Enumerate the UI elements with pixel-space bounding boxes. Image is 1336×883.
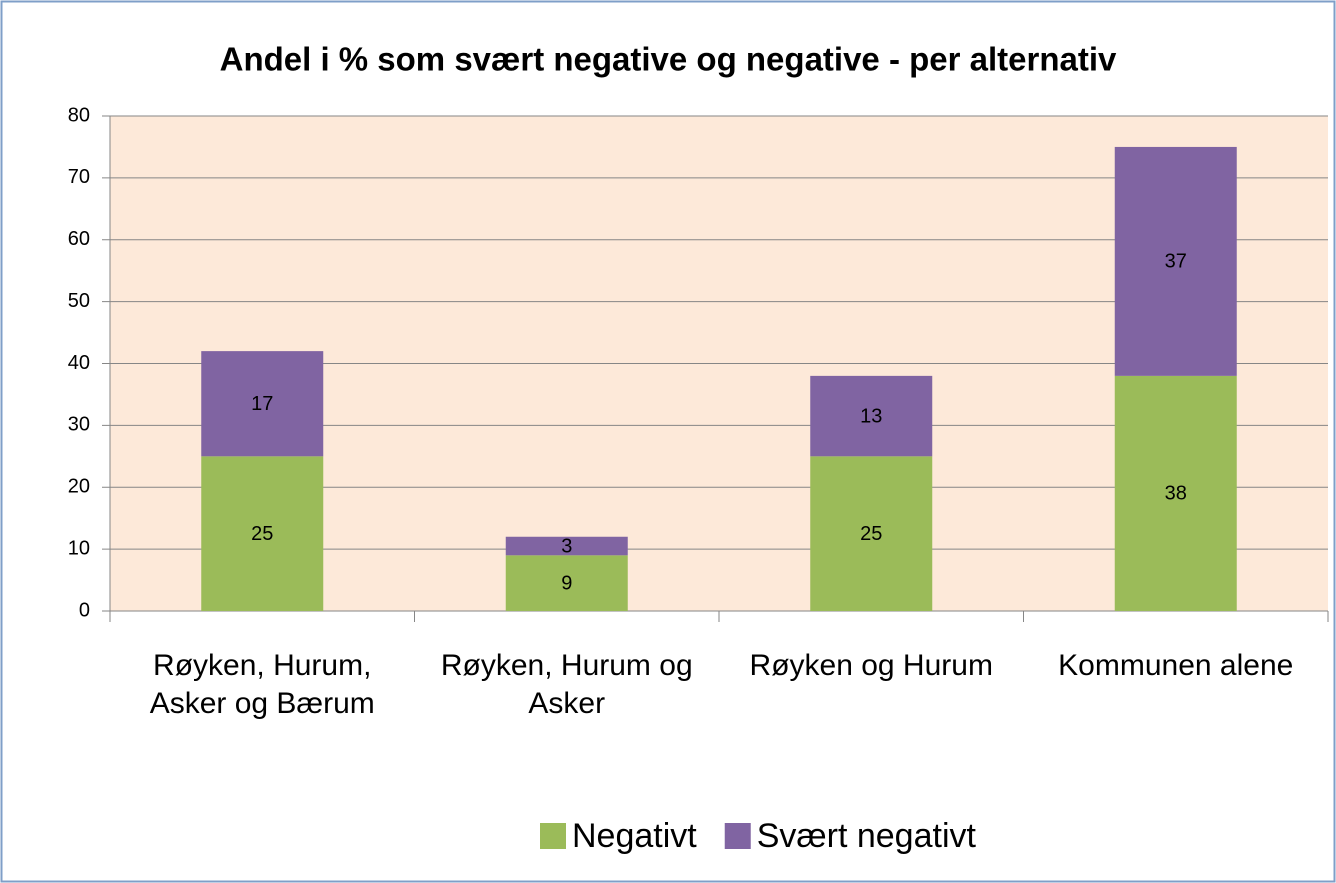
data-label: 3	[561, 535, 572, 557]
legend-swatch	[540, 823, 566, 849]
bar-segment	[1114, 375, 1237, 611]
bar-segment	[505, 555, 628, 611]
data-label: 13	[860, 405, 882, 427]
bar-segment	[810, 375, 933, 457]
data-label: 37	[1165, 251, 1187, 273]
data-label: 25	[860, 523, 882, 545]
data-label: 17	[251, 393, 273, 415]
bar-segment	[810, 456, 933, 611]
bar-segment	[505, 536, 628, 556]
x-tick-label: Kommunen alene	[1058, 649, 1294, 682]
bar-segment	[201, 351, 324, 457]
y-tick-label: 10	[68, 537, 90, 559]
y-tick-label: 80	[68, 104, 90, 126]
bar-segment	[201, 456, 324, 611]
data-label: 25	[251, 523, 273, 545]
data-label: 38	[1165, 483, 1187, 505]
y-tick-label: 60	[68, 228, 90, 250]
y-tick-label: 70	[68, 166, 90, 188]
x-tick-label: Røyken og Hurum	[749, 649, 993, 682]
legend-swatch	[724, 823, 751, 849]
y-tick-label: 40	[68, 352, 90, 374]
y-tick-label: 20	[68, 476, 90, 498]
bar-segment	[1114, 146, 1237, 376]
chart-title: Andel i % som svært negative og negative…	[220, 41, 1117, 78]
y-tick-label: 50	[68, 290, 90, 312]
y-tick-label: 0	[79, 599, 90, 621]
x-tick-label: Røyken, Hurum, Asker og Bærum	[149, 649, 375, 720]
y-tick-label: 30	[68, 414, 90, 436]
x-tick-label: Røyken, Hurum og Asker	[440, 649, 693, 720]
legend-label: Negativt	[572, 817, 697, 855]
legend-label: Svært negativt	[757, 817, 977, 855]
data-label: 9	[561, 572, 572, 594]
